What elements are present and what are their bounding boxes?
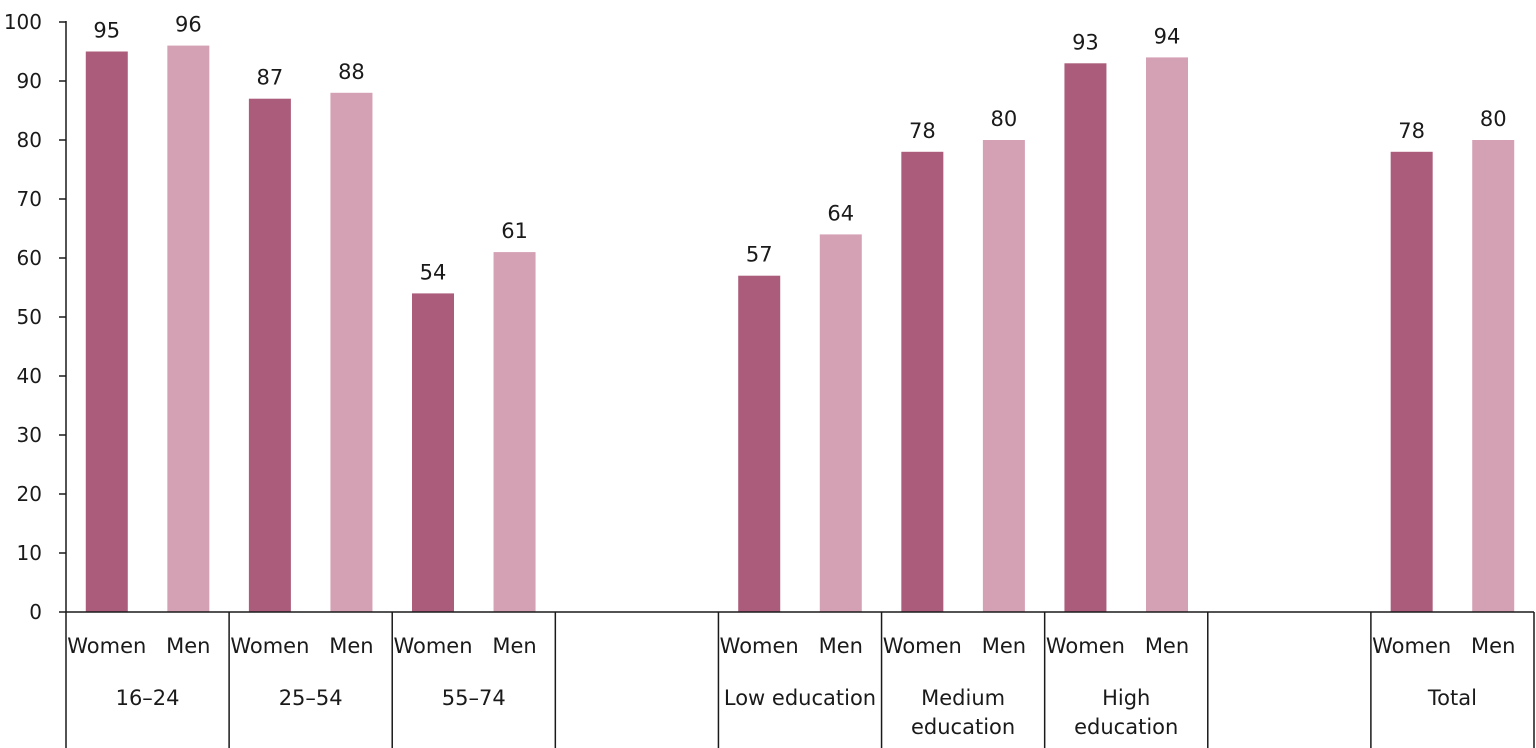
bar-25-54-men (330, 92, 373, 613)
category-label-women: Women (393, 634, 472, 658)
value-label-55-74-men: 61 (501, 219, 528, 243)
value-label-medium-education-women: 78 (909, 119, 936, 143)
y-axis: 0 10 20 30 40 50 60 70 80 90 100 (4, 10, 67, 624)
category-label-women: Women (67, 634, 146, 658)
category-label-women: Women (230, 634, 309, 658)
value-label-25-54-men: 88 (338, 60, 365, 84)
bar-low-education-men (819, 234, 862, 612)
value-label-low-education-women: 57 (746, 243, 773, 267)
bar-high-education-women (1064, 63, 1107, 613)
bar-low-education-women (738, 275, 781, 612)
value-label-total-women: 78 (1398, 119, 1425, 143)
bar-55-74-women (412, 293, 454, 612)
bars: 95 96 87 88 54 61 57 64 78 80 93 94 78 80 (85, 13, 1515, 613)
category-label-women: Women (1372, 634, 1451, 658)
group-label-55-74: 55–74 (442, 686, 506, 710)
group-label-25-54: 25–54 (279, 686, 343, 710)
y-tick-label-50: 50 (17, 305, 42, 329)
bar-25-54-women (248, 98, 291, 612)
bar-medium-education-women (901, 151, 944, 613)
value-label-high-education-men: 94 (1154, 24, 1181, 48)
category-label-men: Men (1471, 634, 1515, 658)
value-label-16-24-women: 95 (93, 19, 120, 43)
group-label-total: Total (1427, 686, 1477, 710)
x-axis: Women Men 16–24 Women Men 25–54 Women Men 55–74 W… (65, 611, 1535, 748)
value-label-total-men: 80 (1480, 107, 1507, 131)
category-label-men: Men (819, 634, 863, 658)
y-tick-label-70: 70 (17, 187, 42, 211)
group-label-low-education: Low education (724, 686, 876, 710)
y-tick-label-80: 80 (17, 128, 42, 152)
category-label-women: Women (1046, 634, 1125, 658)
value-label-16-24-men: 96 (175, 13, 202, 37)
category-label-men: Men (166, 634, 210, 658)
bar-total-men (1472, 140, 1515, 612)
value-label-low-education-men: 64 (827, 201, 854, 225)
category-label-women: Women (883, 634, 962, 658)
category-label-men: Men (329, 634, 373, 658)
y-tick-label-0: 0 (29, 600, 42, 624)
bar-medium-education-men (982, 140, 1025, 612)
value-label-25-54-women: 87 (257, 66, 284, 90)
y-tick-label-40: 40 (17, 364, 42, 388)
y-tick-label-60: 60 (17, 246, 42, 270)
group-label-high-education: High education (1074, 686, 1178, 739)
category-label-men: Men (492, 634, 536, 658)
category-label-men: Men (982, 634, 1026, 658)
group-label-16-24: 16–24 (116, 686, 180, 710)
value-label-55-74-women: 54 (420, 260, 447, 284)
y-tick-label-10: 10 (17, 541, 42, 565)
y-tick-label-90: 90 (17, 69, 42, 93)
bar-16-24-men (167, 45, 210, 613)
bar-total-women (1390, 151, 1433, 613)
group-label-medium-education: Medium education (911, 686, 1015, 739)
value-label-high-education-women: 93 (1072, 30, 1099, 54)
bar-high-education-men (1146, 57, 1188, 612)
y-tick-label-20: 20 (17, 482, 42, 506)
bar-55-74-men (493, 252, 536, 612)
category-label-men: Men (1145, 634, 1189, 658)
bar-16-24-women (85, 51, 128, 612)
y-tick-label-30: 30 (17, 423, 42, 447)
value-label-medium-education-men: 80 (991, 107, 1018, 131)
y-tick-label-100: 100 (4, 10, 42, 34)
category-label-women: Women (720, 634, 799, 658)
